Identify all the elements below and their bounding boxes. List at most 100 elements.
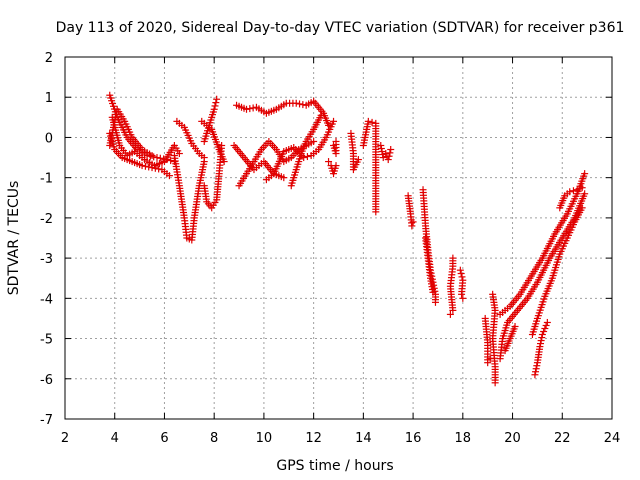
x-tick-label: 20 [504,431,521,446]
data-point [458,273,466,281]
data-point [484,359,492,367]
data-point [532,368,540,376]
data-point [155,165,163,173]
data-point [385,152,393,160]
data-point [246,105,254,113]
data-point [210,105,218,113]
data-point [213,95,221,103]
x-tick-label: 14 [355,431,372,446]
data-point [141,162,149,170]
data-point [566,188,574,196]
data-point [317,111,325,119]
data-point [330,117,338,125]
data-point [537,340,545,348]
data-point [292,99,300,107]
grid [65,57,612,419]
data-point [379,154,387,162]
data-point [581,170,589,178]
data-point [538,331,546,339]
data-point [532,365,540,373]
data-point [138,162,146,170]
y-tick-label: -2 [40,212,53,227]
y-tick-label: 1 [45,91,53,106]
data-point [581,190,589,198]
data-point [429,288,437,296]
data-point [377,145,385,153]
data-point [408,222,416,230]
data-point [543,318,551,326]
data-point [449,306,457,314]
data-point [368,118,376,126]
y-axis-label: SDTVAR / TECUs [6,181,22,296]
plot-frame [64,56,613,420]
data-point [542,321,550,329]
y-tick-label: -3 [40,252,53,267]
data-point [379,151,387,159]
data-point [325,158,333,166]
data-point [332,162,340,170]
data-point [458,290,466,298]
data-point [578,204,586,212]
data-point [533,362,541,370]
data-point [457,270,465,278]
y-tick-label: -5 [40,333,53,348]
data-point [153,154,161,162]
chart-title: Day 113 of 2020, Sidereal Day-to-day VTE… [56,20,625,36]
data-point [378,148,386,156]
data-point [156,154,164,162]
data-point [310,137,318,145]
data-point [536,343,544,351]
data-point [332,137,340,145]
data-point [212,99,220,107]
data-point [459,294,467,302]
x-tick-label: 2 [61,431,69,446]
data-point [220,158,228,166]
x-tick-label: 10 [256,431,273,446]
data-point [578,184,586,192]
data-point [354,156,362,164]
data-point [300,154,308,162]
data-point [148,152,156,160]
data-point [456,266,464,274]
data-point [299,101,307,109]
data-point [537,337,545,345]
x-tick-label: 18 [455,431,472,446]
data-point [243,105,251,113]
x-tick-label: 12 [305,431,322,446]
data-point [175,150,183,158]
x-axis-label: GPS time / hours [276,458,393,474]
data-point [303,153,311,161]
y-tick-label: -7 [40,413,53,428]
data-point [541,325,549,332]
x-tick-label: 24 [604,431,621,446]
data-point [569,187,577,195]
data-point [364,117,372,125]
y-tick-label: -1 [40,172,53,187]
data-point [538,334,546,342]
data-point [280,174,288,182]
data-point [431,298,439,306]
data-point [165,172,173,180]
x-tick-label: 8 [210,431,218,446]
data-point [150,153,158,161]
data-point [384,156,392,164]
x-tick-label: 22 [554,431,571,446]
y-tick-label: 2 [45,51,53,66]
data-point [377,141,385,149]
y-tick-label: -4 [40,292,53,307]
data-point [409,218,417,226]
data-point [218,141,226,149]
data-point [540,328,548,336]
data-point [387,146,395,154]
x-tick-label: 16 [405,431,422,446]
data-point [211,102,219,110]
data-points [106,91,589,387]
data-point [531,371,539,379]
data-point [372,208,380,216]
data-point [249,104,257,112]
data-point [446,310,454,318]
y-tick-label: 0 [45,131,53,146]
x-tick-label: 6 [160,431,168,446]
